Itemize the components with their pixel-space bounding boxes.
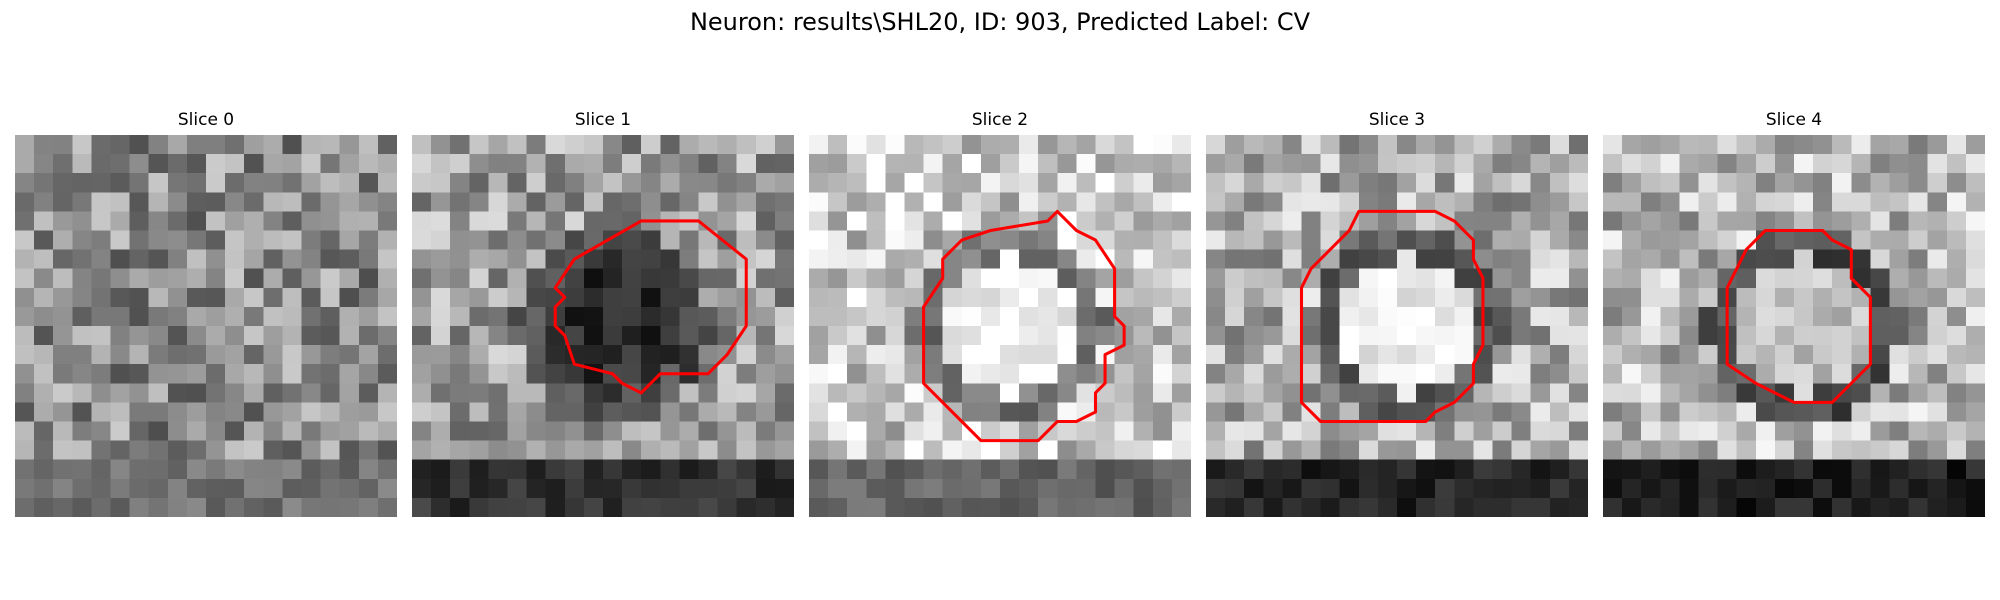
slice-image — [1603, 135, 1985, 517]
slice-title: Slice 0 — [177, 110, 235, 130]
roi-contour — [1299, 209, 1485, 424]
slice-panel-3: Slice 3 — [1206, 109, 1588, 517]
slice-title: Slice 3 — [1368, 110, 1426, 130]
slice-title: Slice 4 — [1765, 110, 1823, 130]
slice-title: Slice 2 — [971, 110, 1029, 130]
figure-title: Neuron: results\SHL20, ID: 903, Predicte… — [689, 8, 1311, 36]
slice-panel-4: Slice 4 — [1603, 109, 1985, 517]
slice-image — [412, 135, 794, 517]
roi-contour — [553, 219, 748, 395]
slice-image — [1206, 135, 1588, 517]
slice-panel-2: Slice 2 — [809, 109, 1191, 517]
slice-image — [809, 135, 1191, 517]
slice-panel-0: Slice 0 — [15, 109, 397, 517]
slice-panel-1: Slice 1 — [412, 109, 794, 517]
slice-image — [15, 135, 397, 517]
slice-title: Slice 1 — [574, 110, 632, 130]
roi-contour — [922, 209, 1126, 443]
roi-contour — [1725, 228, 1872, 404]
